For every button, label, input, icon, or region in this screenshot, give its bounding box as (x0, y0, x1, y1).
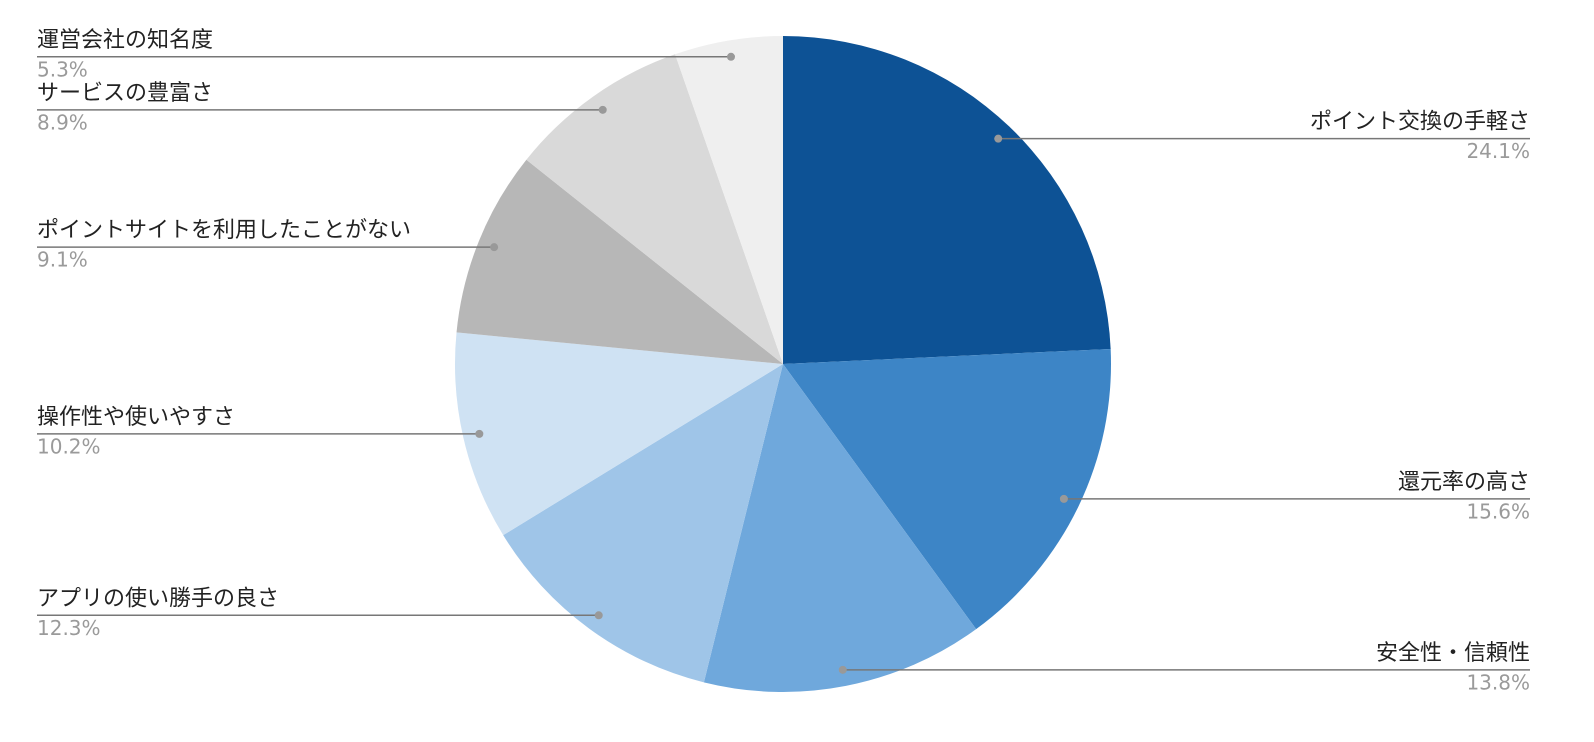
slice-label: ポイントサイトを利用したことがない (37, 218, 411, 243)
leader-dot (994, 134, 1003, 143)
slice (703, 364, 977, 692)
slice-label: サービスの豊富さ (37, 81, 213, 106)
leader-dot (598, 105, 607, 114)
slice (783, 348, 1111, 630)
slice (454, 332, 783, 536)
leader-dot (475, 429, 484, 438)
slice-label: アプリの使い勝手の良さ (37, 586, 279, 611)
slice-value-label: 15.6% (1466, 499, 1530, 523)
slice-value-label: 13.8% (1466, 670, 1530, 694)
slice-value-label: 5.3% (37, 57, 88, 81)
slice (675, 36, 783, 364)
slice-label: 操作性や使いやすさ (37, 405, 235, 430)
leader-dot (838, 665, 847, 674)
slice-label: ポイント交換の手軽さ (1310, 110, 1530, 135)
slice-value-label: 24.1% (1466, 139, 1530, 163)
slice-value-label: 9.1% (37, 248, 88, 272)
slice (526, 54, 783, 365)
leader-dot (594, 611, 603, 620)
slice (503, 364, 783, 683)
leader-dot (1059, 494, 1068, 503)
slice-value-label: 12.3% (37, 616, 101, 640)
slice-value-label: 8.9% (37, 110, 88, 134)
slice (783, 36, 1111, 364)
slice-label: 運営会社の知名度 (37, 28, 213, 53)
leader-dot (726, 52, 735, 61)
slice-value-label: 10.2% (37, 434, 101, 458)
slice-label: 還元率の高さ (1398, 470, 1530, 495)
slice (456, 159, 783, 364)
slice-label: 安全性・信頼性 (1376, 641, 1530, 666)
leader-dot (490, 243, 499, 252)
